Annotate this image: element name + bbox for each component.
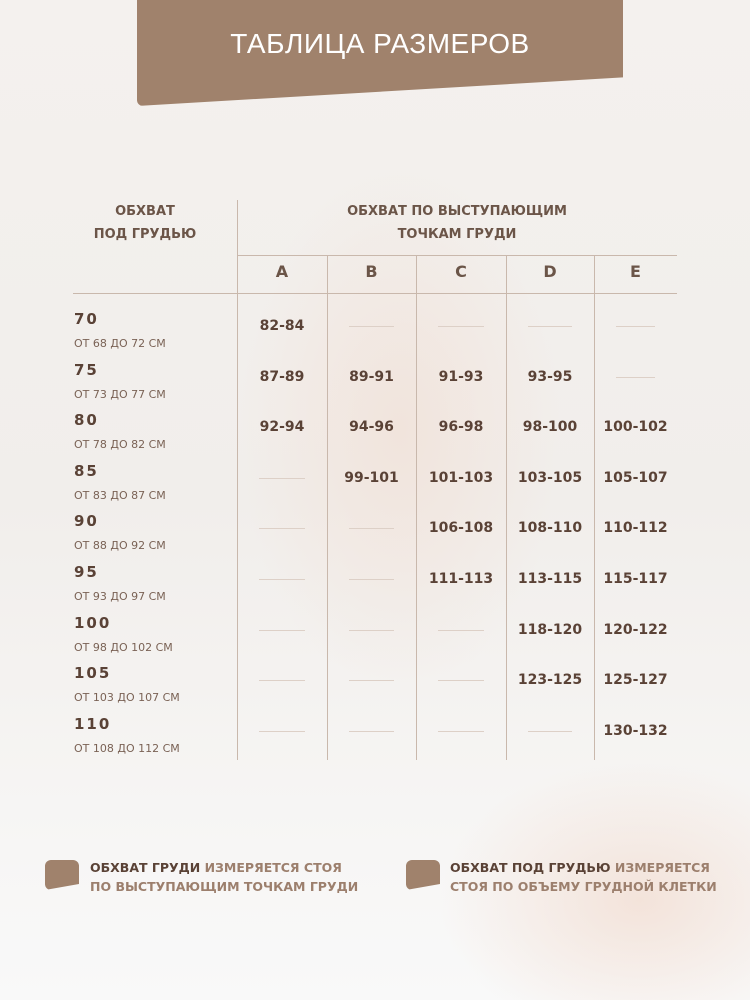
cup-header-B: B — [365, 262, 378, 281]
underbust-range: ОТ 98 ДО 102 СМ — [74, 640, 173, 654]
divider — [237, 255, 677, 256]
bust-range-cell: 113-115 — [517, 571, 583, 587]
page-title: ТАБЛИЦА РАЗМЕРОВ — [230, 28, 530, 59]
bust-range-cell: 93-95 — [527, 368, 573, 385]
underbust-size: 85 — [74, 461, 99, 480]
header-line: ТОЧКАМ ГРУДИ — [397, 227, 517, 242]
bust-range-cell: 106-108 — [428, 520, 494, 537]
empty-cell — [438, 326, 484, 327]
bust-range-cell: 108-110 — [517, 520, 583, 537]
empty-cell — [259, 477, 305, 479]
underbust-size: 70 — [74, 310, 99, 328]
cup-header-D: D — [543, 262, 557, 281]
cup-header-C: C — [455, 262, 467, 281]
header-line: ПОД ГРУДЬЮ — [93, 227, 197, 242]
bust-range-cell: 82-84 — [259, 318, 305, 334]
empty-cell — [259, 528, 305, 530]
note-marker-icon — [45, 860, 79, 890]
bust-range-cell: 118-120 — [517, 621, 583, 638]
empty-cell — [528, 326, 572, 327]
cup-header-A: A — [275, 262, 289, 281]
note-text: ИЗМЕРЯЕТСЯ — [610, 860, 710, 875]
underbust-size: 100 — [74, 613, 112, 632]
bust-range-cell: 87-89 — [259, 368, 305, 385]
underbust-range: ОТ 93 ДО 97 СМ — [74, 590, 166, 603]
empty-cell — [259, 629, 305, 631]
bust-range-cell: 123-125 — [517, 672, 583, 689]
underbust-size: 110 — [74, 714, 112, 733]
bust-header: ОБХВАТ ПО ВЫСТУПАЮЩИМ ТОЧКАМ ГРУДИ — [237, 200, 677, 246]
divider — [327, 255, 328, 760]
underbust-size: 80 — [74, 411, 99, 430]
empty-cell — [349, 326, 394, 327]
empty-cell — [349, 629, 394, 631]
empty-cell — [528, 730, 572, 732]
note-text: СТОЯ ПО ОБЪЕМУ ГРУДНОЙ КЛЕТКИ — [450, 879, 717, 894]
bust-range-cell: 100-102 — [603, 419, 668, 436]
bust-range-cell: 103-105 — [517, 469, 583, 486]
empty-cell — [349, 528, 394, 530]
note-marker-icon — [406, 860, 440, 890]
bust-range-cell: 96-98 — [438, 419, 484, 436]
bust-range-cell: 125-127 — [603, 672, 668, 689]
bust-range-cell: 101-103 — [428, 469, 494, 486]
empty-cell — [349, 730, 394, 732]
underbust-range: ОТ 83 ДО 87 СМ — [74, 488, 166, 502]
bust-range-cell: 99-101 — [344, 469, 399, 486]
underbust-size: 75 — [74, 360, 99, 379]
note-underbust: ОБХВАТ ПОД ГРУДЬЮ ИЗМЕРЯЕТСЯ СТОЯ ПО ОБЪ… — [450, 858, 717, 896]
underbust-range: ОТ 78 ДО 82 СМ — [74, 438, 166, 452]
bust-range-cell: 120-122 — [603, 621, 668, 638]
header-line: ОБХВАТ — [115, 204, 175, 219]
header-line: ОБХВАТ ПО ВЫСТУПАЮЩИМ — [347, 204, 567, 219]
note-text: ПО ВЫСТУПАЮЩИМ ТОЧКАМ ГРУДИ — [90, 879, 359, 894]
divider — [506, 255, 507, 760]
bust-range-cell: 105-107 — [603, 469, 668, 486]
underbust-range: ОТ 68 ДО 72 СМ — [74, 337, 166, 350]
underbust-range: ОТ 88 ДО 92 СМ — [74, 539, 166, 553]
empty-cell — [259, 680, 305, 682]
empty-cell — [616, 326, 655, 327]
note-bold: ОБХВАТ ПОД ГРУДЬЮ — [450, 860, 611, 875]
empty-cell — [438, 629, 484, 631]
underbust-header: ОБХВАТ ПОД ГРУДЬЮ — [60, 200, 230, 246]
empty-cell — [259, 579, 305, 580]
empty-cell — [259, 730, 305, 732]
bust-range-cell: 111-113 — [428, 571, 494, 587]
divider — [237, 200, 238, 760]
underbust-size: 90 — [74, 512, 99, 531]
divider — [594, 255, 595, 760]
empty-cell — [438, 730, 484, 732]
underbust-range: ОТ 103 ДО 107 СМ — [74, 691, 180, 705]
empty-cell — [349, 680, 394, 682]
bust-range-cell: 110-112 — [603, 520, 668, 537]
bust-range-cell: 98-100 — [522, 419, 578, 436]
bust-range-cell: 130-132 — [603, 722, 668, 739]
empty-cell — [438, 680, 484, 682]
bust-range-cell: 91-93 — [438, 368, 484, 385]
bust-range-cell: 89-91 — [349, 368, 394, 385]
cup-header-E: E — [630, 262, 641, 281]
underbust-range: ОТ 108 ДО 112 СМ — [74, 741, 180, 755]
underbust-range: ОТ 73 ДО 77 СМ — [74, 387, 166, 401]
empty-cell — [616, 376, 655, 378]
empty-cell — [349, 579, 394, 580]
divider — [73, 293, 677, 294]
note-bold: ОБХВАТ ГРУДИ — [90, 860, 201, 875]
note-bust: ОБХВАТ ГРУДИ ИЗМЕРЯЕТСЯ СТОЯ ПО ВЫСТУПАЮ… — [90, 858, 358, 896]
underbust-size: 95 — [74, 563, 99, 581]
bust-range-cell: 94-96 — [349, 419, 394, 436]
divider — [416, 255, 417, 760]
underbust-size: 105 — [74, 664, 112, 683]
bust-range-cell: 92-94 — [259, 419, 305, 436]
bust-range-cell: 115-117 — [603, 571, 668, 587]
note-text: ИЗМЕРЯЕТСЯ СТОЯ — [200, 860, 342, 875]
